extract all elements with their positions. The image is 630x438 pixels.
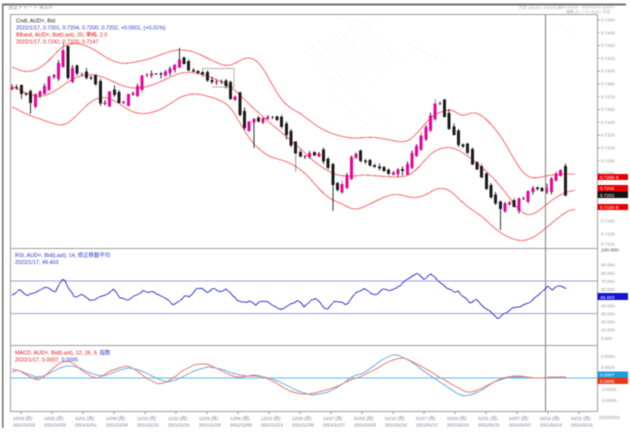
svg-text:2021/12/20: 2021/12/20	[292, 423, 315, 428]
svg-text:2021/10/18: 2021/10/18	[13, 423, 36, 428]
svg-text:MACD, AUD=, Bid(Last), 12, 26: MACD, AUD=, Bid(Last), 12, 26, 9, 指数	[15, 349, 111, 357]
svg-text:2021/11/08: 2021/11/08	[106, 423, 128, 428]
svg-text:12/06 (月): 12/06 (月)	[230, 416, 250, 422]
svg-text:02/07 (月): 02/07 (月)	[509, 416, 529, 422]
svg-text:0.7355-: 0.7355-	[601, 107, 616, 112]
svg-text:0.7400-: 0.7400-	[601, 69, 616, 74]
svg-text:0.7415-: 0.7415-	[601, 56, 616, 61]
svg-text:2022/1/17, 0.7242, 0.7320, 0.7: 2022/1/17, 0.7242, 0.7320, 0.7147	[16, 40, 98, 46]
svg-text:0.7325-: 0.7325-	[601, 133, 616, 138]
svg-text:40.000-: 40.000-	[601, 303, 616, 308]
svg-text:0.7385-: 0.7385-	[601, 82, 616, 87]
svg-text:日次 QAUD= 2022/01/17: 日次 QAUD= 2022/01/17	[519, 4, 564, 10]
svg-text:0.7202: 0.7202	[600, 193, 615, 198]
svg-text:2021/11/15: 2021/11/15	[137, 423, 159, 428]
svg-text:10.000-: 10.000-	[601, 328, 616, 333]
svg-text:0.0025-: 0.0025-	[601, 365, 616, 370]
svg-text:02/21 (月): 02/21 (月)	[571, 416, 591, 422]
svg-text:49.403: 49.403	[600, 295, 615, 300]
svg-text:70.000-: 70.000-	[601, 279, 616, 284]
svg-text:01/24 (月): 01/24 (月)	[447, 416, 467, 422]
svg-text:90.000-: 90.000-	[601, 263, 616, 268]
svg-text:RSI, AUD=, Bid(Last), 14, 修正移: RSI, AUD=, Bid(Last), 14, 修正移動平均	[15, 251, 110, 259]
svg-text:価格 (ビッド) AUD= 日足: 価格 (ビッド) AUD= 日足	[566, 8, 611, 14]
svg-text:11/29 (月): 11/29 (月)	[199, 416, 219, 422]
svg-text:2022/1/17, 0.0007, 0.0005: 2022/1/17, 0.0007, 0.0005	[15, 358, 78, 364]
svg-text:10/25 (月): 10/25 (月)	[44, 416, 64, 422]
svg-text:60.000-: 60.000-	[601, 287, 616, 292]
svg-text:0.7115-: 0.7115-	[601, 242, 616, 247]
svg-text:2021/11/22: 2021/11/22	[168, 423, 190, 428]
svg-text:2021/01/03: 2021/01/03	[354, 423, 377, 428]
svg-text:BBand, AUD=, Bid(Last), 20, 単: BBand, AUD=, Bid(Last), 20, 単純, 2.0	[16, 31, 107, 39]
svg-text:0.7430-: 0.7430-	[601, 43, 616, 48]
svg-text:80.000-: 80.000-	[601, 271, 616, 276]
svg-text:0.0050-: 0.0050-	[601, 354, 616, 359]
svg-text:0.7268 S: 0.7268 S	[600, 175, 619, 180]
svg-text:0.7145-: 0.7145-	[601, 219, 616, 224]
svg-text:30.000-: 30.000-	[601, 311, 616, 316]
svg-text:0.7160 B: 0.7160 B	[600, 205, 619, 210]
svg-text:0.7310-: 0.7310-	[601, 146, 616, 151]
svg-text:2021/11/01: 2021/11/01	[75, 423, 97, 428]
svg-text:-0.0050-: -0.0050-	[601, 398, 618, 403]
svg-text:2021/10/25: 2021/10/25	[44, 423, 67, 428]
svg-text:週足チャート AUD=: 週足チャート AUD=	[8, 4, 53, 11]
svg-text:2021/01/10: 2021/01/10	[385, 423, 408, 428]
svg-text:12/27 (月): 12/27 (月)	[323, 416, 343, 422]
svg-text:2021/01/24: 2021/01/24	[447, 423, 470, 428]
svg-text:0.7242: 0.7242	[600, 186, 615, 191]
svg-text:0.7370-: 0.7370-	[601, 94, 616, 99]
svg-text:2021/10/18 - 2022/01/21 (GMT): 2021/10/18 - 2022/01/21 (GMT)	[558, 5, 615, 10]
svg-text:2021/02/14: 2021/02/14	[540, 423, 563, 428]
svg-text:2022/02/01: 2022/02/01	[599, 415, 621, 420]
svg-text:0.0005: 0.0005	[600, 379, 615, 384]
svg-text:0.7130-: 0.7130-	[601, 232, 616, 237]
svg-text:02/14 (月): 02/14 (月)	[540, 416, 560, 422]
svg-text:0.000-: 0.000-	[601, 336, 614, 341]
svg-text:2021/01/17: 2021/01/17	[416, 423, 439, 428]
svg-text:11/15 (月): 11/15 (月)	[137, 416, 157, 422]
svg-text:0.7340-: 0.7340-	[601, 120, 616, 125]
svg-text:2021/02/21: 2021/02/21	[571, 423, 594, 428]
svg-text:Cndl, AUD=, Bid: Cndl, AUD=, Bid	[16, 19, 55, 25]
svg-text:11/22 (月): 11/22 (月)	[168, 416, 188, 422]
svg-text:2022/1/17, 49.403: 2022/1/17, 49.403	[15, 260, 58, 266]
svg-text:12/20 (月): 12/20 (月)	[292, 416, 312, 422]
svg-text:11/01 (月): 11/01 (月)	[75, 416, 95, 422]
svg-text:20.000-: 20.000-	[601, 320, 616, 325]
svg-text:01/10 (月): 01/10 (月)	[385, 416, 405, 422]
svg-text:2021/12/27: 2021/12/27	[323, 423, 346, 428]
svg-text:0.0007: 0.0007	[600, 373, 615, 378]
svg-text:2021/02/07: 2021/02/07	[509, 423, 532, 428]
svg-text:2021/01/31: 2021/01/31	[478, 423, 501, 428]
svg-text:100.000-: 100.000-	[601, 248, 620, 254]
svg-text:2021/11/29: 2021/11/29	[199, 423, 221, 428]
svg-text:10/18 (月): 10/18 (月)	[13, 416, 33, 422]
svg-text:01/17 (月): 01/17 (月)	[416, 416, 436, 422]
svg-text:01/31 (月): 01/31 (月)	[478, 416, 498, 422]
svg-text:0.7280-: 0.7280-	[601, 171, 616, 176]
svg-text:2022/1/17, 0.7201, 0.7204, 0.7: 2022/1/17, 0.7201, 0.7204, 0.7200, 0.720…	[16, 26, 166, 32]
svg-text:11/08 (月): 11/08 (月)	[106, 416, 126, 422]
svg-text:2021/12/06: 2021/12/06	[230, 423, 253, 428]
svg-text:01/03 (月): 01/03 (月)	[354, 416, 374, 422]
svg-text:0.7460-: 0.7460-	[601, 18, 616, 23]
svg-text:0.7445-: 0.7445-	[601, 30, 616, 35]
svg-text:12/13 (月): 12/13 (月)	[261, 416, 281, 422]
svg-text:2021/12/13: 2021/12/13	[261, 423, 284, 428]
svg-text:0.7295-: 0.7295-	[601, 158, 616, 163]
svg-text:-0.0025-: -0.0025-	[601, 387, 618, 392]
